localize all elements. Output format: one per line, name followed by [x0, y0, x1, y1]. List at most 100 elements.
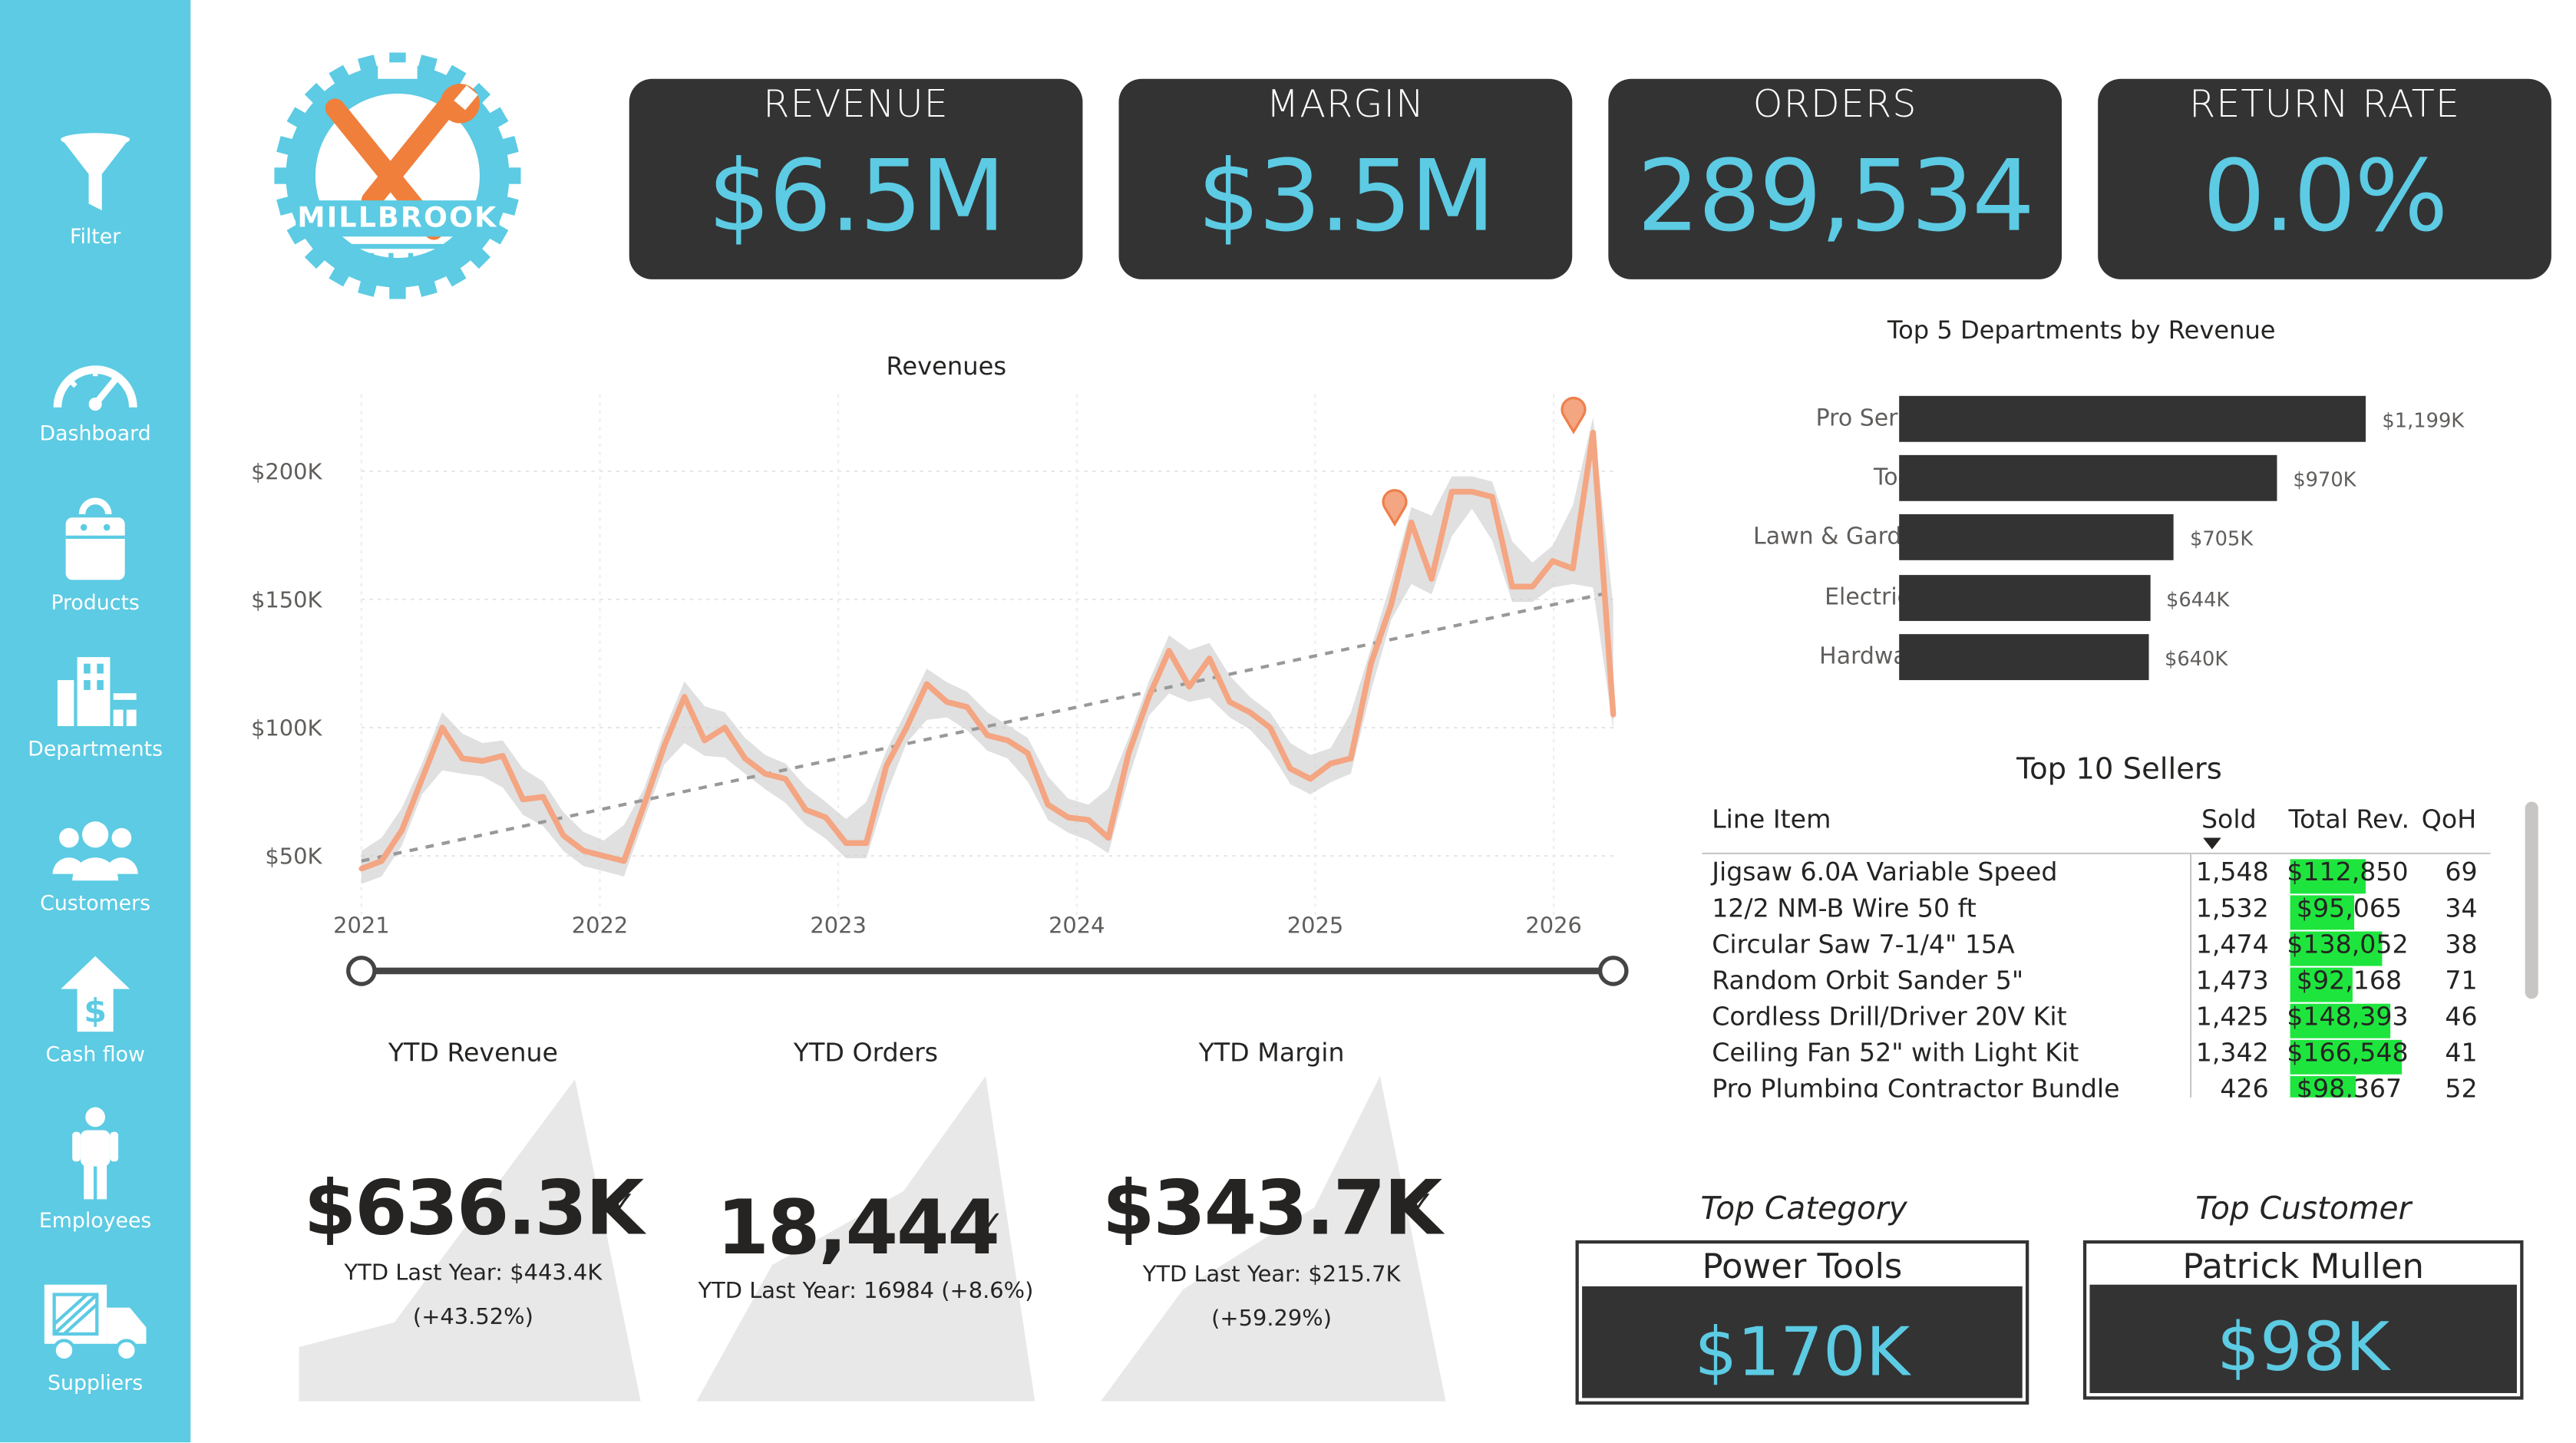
department-bar[interactable] — [1899, 575, 2150, 622]
cell-total-rev: $166,548 — [2287, 1038, 2409, 1068]
nav-suppliers[interactable]: Suppliers — [0, 1278, 190, 1395]
checkmark-icon: ✓ — [1409, 1186, 1435, 1221]
data-point — [439, 725, 445, 731]
ytd-revenue-value: $636.3K — [303, 1163, 644, 1252]
cell-total-rev: $98,367 — [2296, 1074, 2403, 1098]
department-bar[interactable] — [1899, 454, 2277, 501]
department-row[interactable]: Lawn & Garden $705K — [1693, 513, 2547, 563]
column-header-sold[interactable]: Sold — [2201, 804, 2257, 835]
kpi-margin-card: MARGIN $3.5M — [1118, 78, 1573, 279]
data-point — [1590, 430, 1596, 436]
sellers-table-title: Top 10 Sellers — [2016, 752, 2222, 788]
nav-cashflow[interactable]: $ Cash flow — [0, 953, 190, 1066]
cell-line-item: Pro Plumbing Contractor Bundle — [1712, 1074, 2120, 1098]
table-row[interactable]: Ceiling Fan 52" with Light Kit 1,342 $16… — [1702, 1038, 2490, 1075]
department-bar[interactable] — [1899, 513, 2174, 560]
department-row[interactable]: Pro Series $1,199K — [1693, 395, 2547, 445]
data-point — [682, 694, 688, 700]
x-tick-label: 2026 — [1525, 913, 1582, 939]
column-header-qoh[interactable]: QoH — [2421, 804, 2477, 835]
nav-departments-label: Departments — [28, 735, 163, 761]
cell-line-item: Random Orbit Sander 5" — [1712, 966, 2024, 996]
y-tick-label: $150K — [251, 587, 322, 613]
cell-qoh: 41 — [2445, 1038, 2478, 1068]
data-point — [1227, 699, 1233, 705]
table-row[interactable]: Jigsaw 6.0A Variable Speed 1,548 $112,85… — [1702, 857, 2490, 894]
table-row[interactable]: Pro Plumbing Contractor Bundle 426 $98,3… — [1702, 1075, 2490, 1098]
kpi-margin-value: $3.5M — [1197, 139, 1495, 255]
data-point — [923, 681, 930, 687]
revenues-y-axis: $200K $150K $100K $50K — [251, 459, 322, 870]
table-row[interactable]: Random Orbit Sander 5" 1,473 $92,168 71 — [1702, 966, 2490, 1002]
top-customer-label: Top Customer — [2195, 1190, 2412, 1227]
nav-dashboard[interactable]: Dashboard — [0, 352, 190, 445]
date-range-slider-end-handle[interactable] — [1597, 956, 1629, 986]
data-point — [742, 755, 748, 761]
anomaly-marker — [1560, 396, 1587, 434]
column-header-total-rev[interactable]: Total Rev. — [2288, 804, 2410, 835]
cell-total-rev: $95,065 — [2296, 893, 2403, 923]
department-row[interactable]: Hardware $640K — [1693, 634, 2547, 683]
data-point — [641, 801, 647, 807]
department-value-label: $640K — [2165, 647, 2228, 671]
nav-employees[interactable]: Employees — [0, 1105, 190, 1232]
data-point — [1307, 776, 1313, 782]
ytd-revenue-change: (+43.52%) — [412, 1304, 533, 1331]
data-point — [1509, 583, 1515, 589]
data-point — [520, 797, 526, 802]
millbrook-logo: MILLBROOK — [274, 52, 521, 299]
data-point — [702, 738, 708, 744]
kpi-revenue-card: REVENUE $6.5M — [629, 78, 1083, 279]
sellers-table[interactable]: Line Item Sold Total Rev. QoH Jigsaw 6.0… — [1702, 798, 2491, 1098]
kpi-margin-title: MARGIN — [1266, 84, 1425, 127]
department-bar[interactable] — [1899, 395, 2366, 442]
department-value-label: $705K — [2189, 527, 2254, 551]
cell-sold: 1,473 — [2195, 966, 2269, 996]
table-scrollbar[interactable] — [2525, 801, 2538, 999]
nav-cashflow-label: Cash flow — [45, 1041, 145, 1067]
cell-qoh: 34 — [2445, 893, 2478, 923]
cell-sold: 1,342 — [2195, 1038, 2269, 1068]
data-point — [984, 732, 990, 738]
nav-departments[interactable]: Departments — [0, 654, 190, 761]
department-row[interactable]: Tools $970K — [1693, 454, 2547, 504]
department-row[interactable]: Electrical $644K — [1693, 575, 2547, 624]
revenue-databar — [2290, 895, 2354, 930]
funnel-icon — [61, 133, 130, 210]
revenue-databar — [2290, 859, 2366, 894]
cell-qoh: 52 — [2445, 1074, 2478, 1098]
checkmark-icon: ✓ — [979, 1205, 1004, 1240]
table-row[interactable]: Circular Saw 7-1/4" 15A 1,474 $138,052 3… — [1702, 930, 2490, 966]
building-icon — [57, 657, 137, 727]
date-range-slider-start-handle[interactable] — [346, 956, 377, 986]
cell-qoh: 46 — [2445, 1002, 2478, 1032]
nav-filter[interactable]: Filter — [0, 131, 190, 248]
nav-customers[interactable]: Customers — [0, 821, 190, 915]
column-header-line-item[interactable]: Line Item — [1712, 804, 1831, 835]
table-row[interactable]: Cordless Drill/Driver 20V Kit 1,425 $148… — [1702, 1002, 2490, 1038]
data-point — [1005, 738, 1011, 744]
x-tick-label: 2024 — [1049, 913, 1105, 939]
revenues-line-chart[interactable]: $200K $150K $100K $50K 2021 2022 2023 2024 2025… — [230, 394, 1676, 1002]
departments-chart-title: Top 5 Departments by Revenue — [1887, 315, 2276, 345]
top-customer-value: $98K — [2089, 1284, 2517, 1393]
kpi-orders-card: ORDERS 289,534 — [1608, 78, 2062, 279]
data-point — [1207, 655, 1213, 662]
nav-products[interactable]: Products — [0, 497, 190, 614]
data-point — [1085, 817, 1091, 823]
data-point — [500, 753, 506, 759]
table-column-divider — [2190, 854, 2192, 1098]
department-bar[interactable] — [1899, 634, 2148, 681]
cell-line-item: Jigsaw 6.0A Variable Speed — [1712, 857, 2058, 887]
sort-descending-icon[interactable] — [2203, 837, 2221, 850]
table-row[interactable]: 12/2 NM-B Wire 50 ft 1,532 $95,065 34 — [1702, 893, 2490, 930]
kpi-return-rate-card: RETURN RATE 0.0% — [2098, 78, 2551, 279]
nav-suppliers-label: Suppliers — [48, 1370, 144, 1395]
data-point — [621, 858, 627, 864]
revenues-gridlines — [360, 394, 1613, 920]
revenues-confidence-band — [361, 417, 1613, 884]
kpi-revenue-value: $6.5M — [708, 139, 1006, 255]
top-category-label: Top Category — [1700, 1190, 1907, 1227]
data-point — [601, 853, 606, 859]
